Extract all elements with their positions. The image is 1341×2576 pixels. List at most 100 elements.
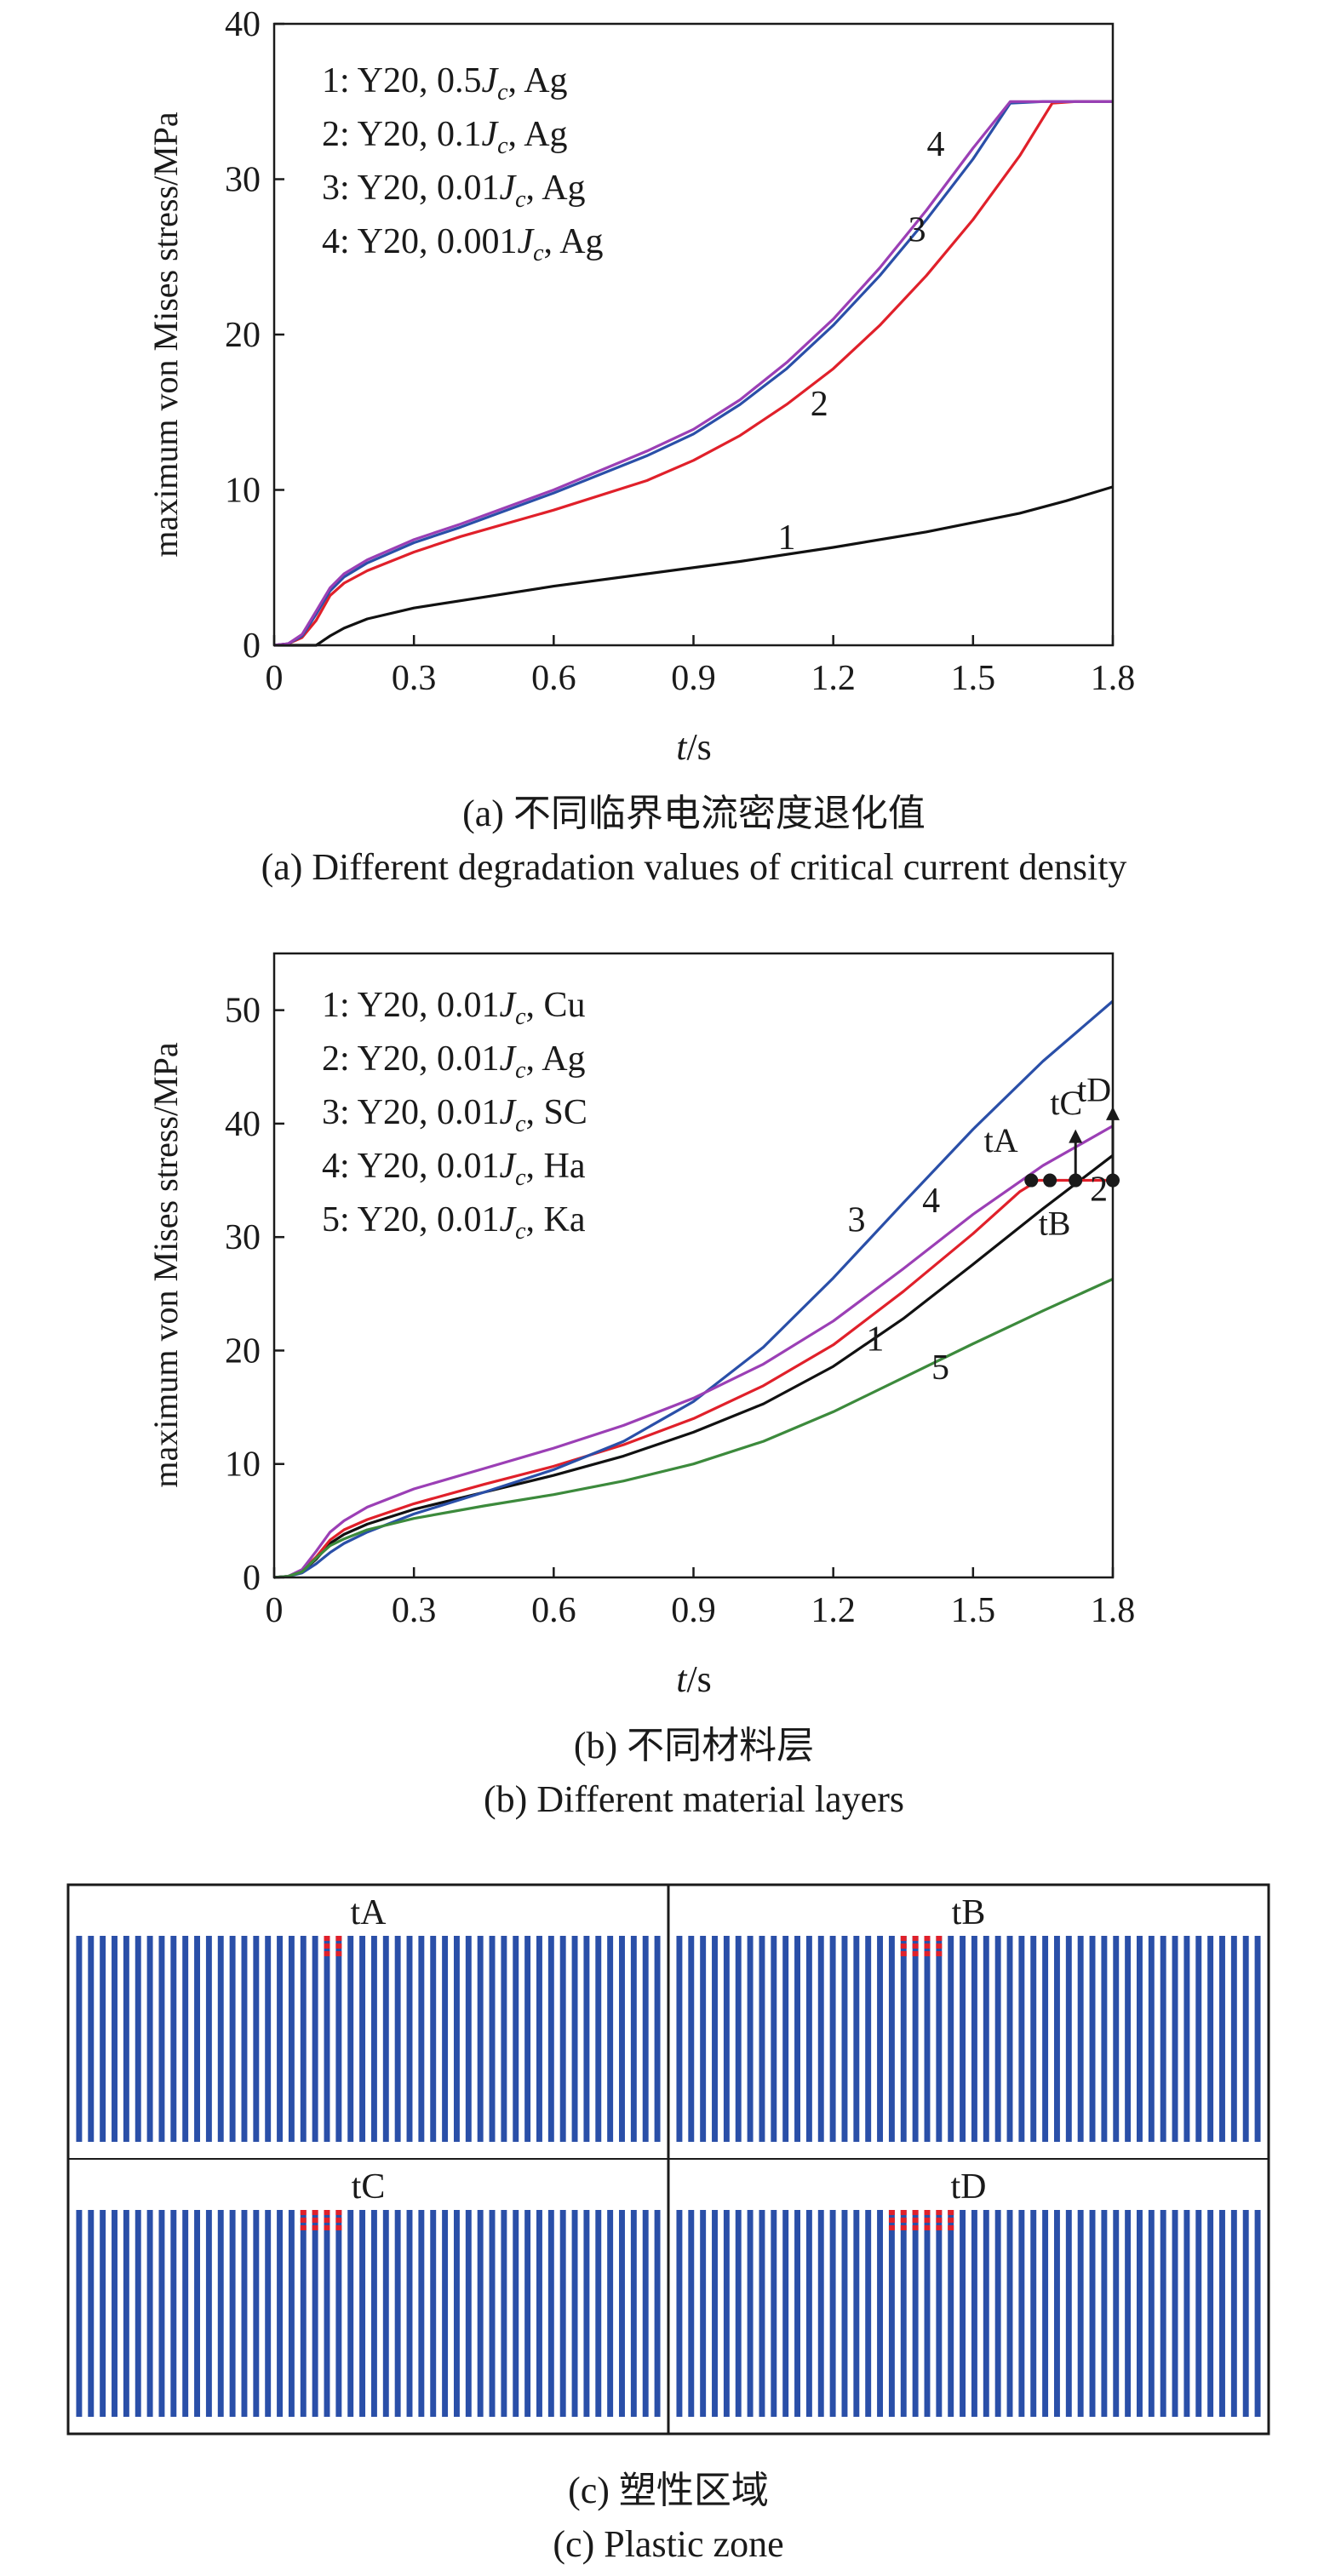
panel-c-cell-label-tB: tB — [952, 1893, 986, 1932]
panel-a-legend-entry: 4: Y20, 0.001Jc, Ag — [322, 222, 604, 266]
panel-c-cell-label-tC: tC — [352, 2167, 386, 2207]
panel-c-plastic-mark — [912, 1943, 919, 1949]
panel-c-layer-bar — [489, 1936, 496, 2142]
panel-c-layer-bar — [359, 2210, 366, 2417]
panel-b-curve-label-1: 1 — [866, 1319, 884, 1359]
panel-c-layer-bar — [936, 2210, 943, 2417]
panel-c-layer-bar — [324, 1936, 330, 2142]
panel-c-layer-bar — [312, 1936, 318, 2142]
panel-c-plastic-mark — [924, 1936, 931, 1941]
panel-a-series-2 — [273, 100, 1113, 647]
panel-c-plastic-mark — [924, 2218, 931, 2223]
panel-b-curve-label-5: 5 — [931, 1348, 949, 1388]
panel-c-layer-bar — [583, 1936, 590, 2142]
panel-c-layer-bar — [1160, 2210, 1166, 2417]
panel-c-layer-bar — [924, 1936, 931, 2142]
panel-c-layer-bar — [547, 1936, 554, 2142]
panel-c-plastic-mark — [335, 1936, 342, 1941]
panel-a-legend-entry: 1: Y20, 0.5Jc, Ag — [322, 61, 568, 106]
panel-c-plastic-mark — [948, 2218, 954, 2223]
panel-c-plastic-mark — [948, 2210, 954, 2215]
panel-a-curve-label-4: 4 — [927, 125, 945, 164]
panel-b-xtick-label: 0.6 — [531, 1591, 576, 1630]
panel-c-layer-bar — [513, 1936, 519, 2142]
panel-c-plastic-mark — [900, 2225, 907, 2230]
panel-c-layer-bar — [1207, 2210, 1214, 2417]
panel-a-xtick-label: 0.6 — [531, 659, 576, 698]
panel-c-layer-bar — [1030, 2210, 1037, 2417]
panel-b-marker-label-tD: tD — [1077, 1070, 1111, 1108]
panel-c-layer-bar — [1101, 1936, 1108, 2142]
panel-a-curve-labels: 1 2 3 4 — [777, 125, 944, 558]
panel-a-legend: 1: Y20, 0.5Jc, Ag 2: Y20, 0.1Jc, Ag 3: Y20… — [322, 61, 604, 266]
panel-b-curve-label-2: 2 — [1090, 1171, 1108, 1210]
panel-c-layer-bar — [712, 1936, 718, 2142]
panel-c-layer-bar — [1230, 1936, 1237, 2142]
panel-c-layer-bar — [888, 1936, 895, 2142]
panel-c-layer-bar — [805, 1936, 812, 2142]
panel-b-marker-arrow-head — [1106, 1106, 1120, 1120]
panel-b-ytick-label: 0 — [243, 1559, 261, 1598]
panel-c-layer-bar — [723, 2210, 730, 2417]
panel-c-layer-bar — [123, 1936, 129, 2142]
panel-c-layer-bar — [630, 2210, 637, 2417]
panel-a-legend-entry: 2: Y20, 0.1Jc, Ag — [322, 115, 568, 159]
panel-a-xtick-label: 1.5 — [951, 659, 996, 698]
panel-c-layer-bar — [241, 2210, 248, 2417]
panel-b-curve-label-3: 3 — [848, 1201, 866, 1240]
panel-c-layer-bar — [76, 2210, 83, 2417]
panel-c-layer-bar — [607, 2210, 614, 2417]
panel-c-layer-bar — [877, 2210, 884, 2417]
panel-c-layer-bar — [182, 2210, 189, 2417]
panel-c-layer-bar — [300, 1936, 307, 2142]
panel-c-plastic-mark — [324, 2210, 330, 2215]
panel-c-layer-bar — [253, 1936, 260, 2142]
panel-c-layer-bar — [146, 1936, 153, 2142]
panel-c-layer-bar — [960, 1936, 966, 2142]
panel-c-layer-bar — [170, 2210, 177, 2417]
panel-c-layer-bar — [253, 2210, 260, 2417]
panel-c-plastic-mark — [324, 1936, 330, 1941]
panel-c-layer-bar — [205, 2210, 212, 2417]
panel-c-layer-bar — [158, 1936, 165, 2142]
panel-c-layer-bar — [146, 2210, 153, 2417]
panel-c-layer-bar — [277, 1936, 284, 2142]
panel-b-series — [273, 999, 1115, 1579]
panel-c-layer-bar — [619, 2210, 625, 2417]
panel-c-cells: tA tB tC tD — [76, 1893, 1261, 2417]
panel-a-curve-label-1: 1 — [777, 518, 795, 558]
panel-c-layer-bar — [335, 1936, 342, 2142]
panel-a-curve-label-3: 3 — [908, 211, 926, 250]
panel-c-layer-bar — [1042, 1936, 1049, 2142]
panel-c-layer-bar — [971, 2210, 977, 2417]
panel-c-layer-bar — [900, 1936, 907, 2142]
panel-c-layer-bar — [501, 1936, 507, 2142]
panel-c-layer-bar — [829, 2210, 836, 2417]
panel-c-plastic-mark — [335, 1951, 342, 1956]
panel-b-series-4 — [273, 1125, 1114, 1579]
panel-c-cell-label-tD: tD — [951, 2167, 987, 2207]
panel-c-plastic-mark — [900, 2218, 907, 2223]
panel-c-layer-bar — [805, 2210, 812, 2417]
panel-c-layer-bar — [1183, 1936, 1190, 2142]
panel-c-layer-bar — [1065, 1936, 1072, 2142]
panel-c-layer-bar — [453, 2210, 460, 2417]
panel-c-layer-bar — [888, 2210, 895, 2417]
panel-c-layer-bar — [735, 2210, 742, 2417]
panel-b-caption-en: (b) Different material layers — [484, 1778, 904, 1820]
panel-b-series-2 — [273, 1178, 1113, 1579]
panel-c-plastic-mark — [888, 2210, 895, 2215]
panel-c-layer-bar — [100, 1936, 106, 2142]
panel-c-layer-bar — [994, 2210, 1001, 2417]
panel-c-layer-bar — [442, 2210, 449, 2417]
panel-a-ytick-label: 20 — [225, 316, 261, 355]
panel-b-xtick-label: 1.8 — [1091, 1591, 1136, 1630]
panel-c-layer-bar — [712, 2210, 718, 2417]
panel-c-layer-bar — [877, 1936, 884, 2142]
panel-c-layer-bar — [1195, 2210, 1202, 2417]
panel-c-layer-bar — [794, 2210, 800, 2417]
panel-c-layer-bar — [442, 1936, 449, 2142]
